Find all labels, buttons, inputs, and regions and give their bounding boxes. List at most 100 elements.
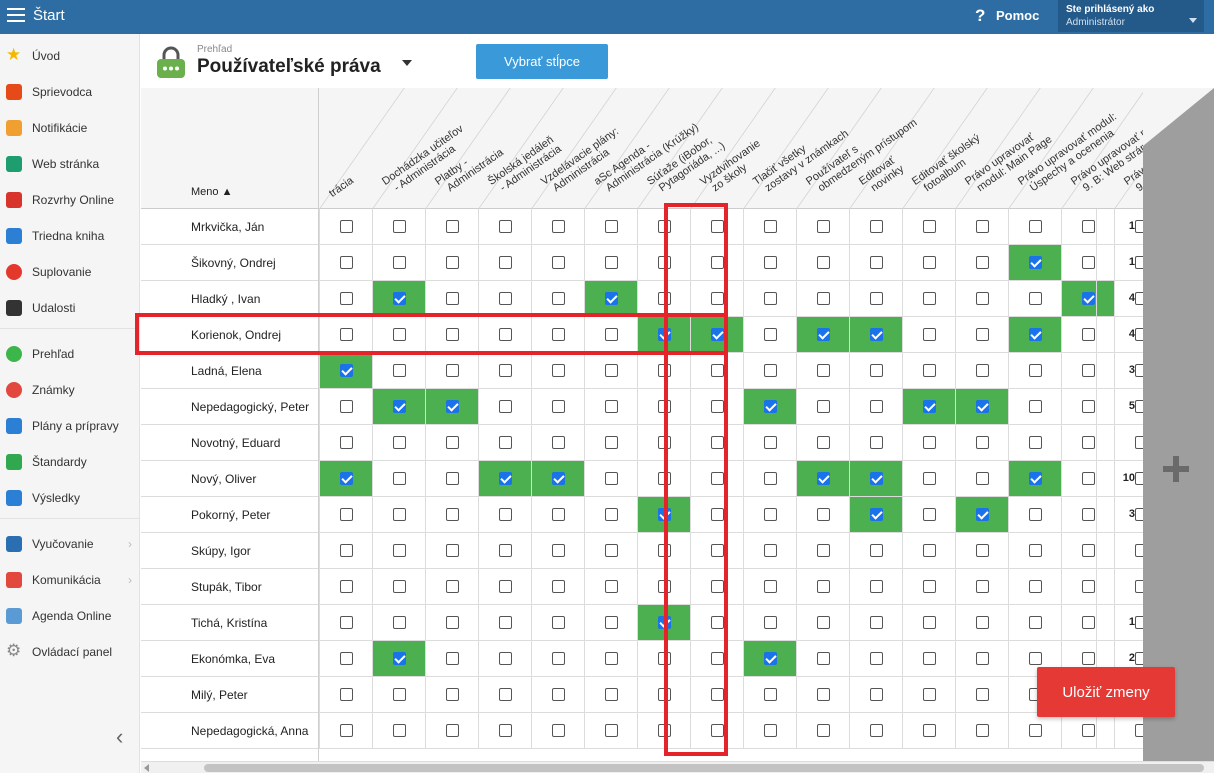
permission-checkbox[interactable] xyxy=(658,364,671,377)
permission-checkbox-checked[interactable] xyxy=(446,400,459,413)
permission-checkbox[interactable] xyxy=(1029,508,1042,521)
permission-checkbox[interactable] xyxy=(711,616,724,629)
permission-checkbox[interactable] xyxy=(870,292,883,305)
permission-checkbox[interactable] xyxy=(499,580,512,593)
permission-checkbox[interactable] xyxy=(817,256,830,269)
permission-checkbox[interactable] xyxy=(605,688,618,701)
permission-checkbox[interactable] xyxy=(393,328,406,341)
permission-checkbox[interactable] xyxy=(552,256,565,269)
permission-checkbox[interactable] xyxy=(1082,472,1095,485)
permission-checkbox[interactable] xyxy=(499,652,512,665)
permission-checkbox-checked[interactable] xyxy=(870,328,883,341)
user-menu[interactable]: Ste prihlásený ako Administrátor xyxy=(1058,0,1204,32)
hamburger-menu-icon[interactable] xyxy=(7,8,25,24)
permission-checkbox[interactable] xyxy=(605,364,618,377)
sidebar-item-0[interactable]: ★ Úvod xyxy=(0,38,140,74)
plus-icon[interactable] xyxy=(1163,456,1189,482)
permission-checkbox[interactable] xyxy=(393,508,406,521)
permission-checkbox-checked[interactable] xyxy=(499,472,512,485)
permission-checkbox[interactable] xyxy=(1135,436,1143,449)
permission-checkbox[interactable] xyxy=(764,364,777,377)
permission-checkbox[interactable] xyxy=(976,616,989,629)
permission-checkbox[interactable] xyxy=(923,436,936,449)
permission-checkbox[interactable] xyxy=(393,616,406,629)
permission-checkbox[interactable] xyxy=(658,652,671,665)
permission-checkbox[interactable] xyxy=(605,544,618,557)
permission-checkbox[interactable] xyxy=(499,220,512,233)
permission-checkbox[interactable] xyxy=(976,652,989,665)
permission-checkbox[interactable] xyxy=(711,400,724,413)
permission-checkbox[interactable] xyxy=(340,220,353,233)
permission-checkbox[interactable] xyxy=(764,472,777,485)
permission-checkbox[interactable] xyxy=(817,724,830,737)
permission-checkbox[interactable] xyxy=(552,400,565,413)
permission-checkbox-checked[interactable] xyxy=(658,508,671,521)
permission-checkbox[interactable] xyxy=(870,436,883,449)
permission-checkbox[interactable] xyxy=(923,256,936,269)
permission-checkbox[interactable] xyxy=(1135,652,1143,665)
permission-checkbox[interactable] xyxy=(1135,580,1143,593)
permission-checkbox[interactable] xyxy=(499,328,512,341)
permission-checkbox[interactable] xyxy=(976,292,989,305)
permission-checkbox[interactable] xyxy=(817,400,830,413)
permission-checkbox[interactable] xyxy=(446,652,459,665)
permission-checkbox[interactable] xyxy=(340,292,353,305)
permission-checkbox[interactable] xyxy=(658,472,671,485)
permission-checkbox[interactable] xyxy=(817,616,830,629)
sidebar-item-12[interactable]: Výsledky xyxy=(0,480,140,516)
permission-checkbox[interactable] xyxy=(1082,652,1095,665)
permission-checkbox[interactable] xyxy=(870,400,883,413)
permission-checkbox[interactable] xyxy=(499,400,512,413)
permission-checkbox[interactable] xyxy=(711,580,724,593)
permission-checkbox[interactable] xyxy=(764,544,777,557)
permission-checkbox[interactable] xyxy=(499,292,512,305)
permission-checkbox[interactable] xyxy=(870,724,883,737)
permission-checkbox[interactable] xyxy=(923,544,936,557)
permission-checkbox[interactable] xyxy=(552,436,565,449)
permission-checkbox[interactable] xyxy=(446,616,459,629)
permission-checkbox[interactable] xyxy=(923,292,936,305)
permission-checkbox[interactable] xyxy=(1029,400,1042,413)
horizontal-scrollbar[interactable] xyxy=(141,761,1214,773)
permission-checkbox[interactable] xyxy=(870,688,883,701)
sidebar-item-10[interactable]: Plány a prípravy xyxy=(0,408,140,444)
permission-checkbox[interactable] xyxy=(552,688,565,701)
permission-checkbox-checked[interactable] xyxy=(817,328,830,341)
permission-checkbox[interactable] xyxy=(658,292,671,305)
permission-checkbox[interactable] xyxy=(393,688,406,701)
permission-checkbox[interactable] xyxy=(976,256,989,269)
permission-checkbox[interactable] xyxy=(393,436,406,449)
permission-checkbox[interactable] xyxy=(1082,436,1095,449)
sidebar-item-9[interactable]: Známky xyxy=(0,372,140,408)
permission-checkbox[interactable] xyxy=(817,652,830,665)
permission-checkbox[interactable] xyxy=(1135,400,1143,413)
permission-checkbox[interactable] xyxy=(711,508,724,521)
permission-checkbox[interactable] xyxy=(552,616,565,629)
sidebar-item-16[interactable]: ⚙ Ovládací panel xyxy=(0,634,140,670)
permission-checkbox[interactable] xyxy=(605,220,618,233)
permission-checkbox[interactable] xyxy=(817,292,830,305)
permission-checkbox[interactable] xyxy=(976,328,989,341)
permission-checkbox[interactable] xyxy=(446,688,459,701)
permission-checkbox[interactable] xyxy=(1135,724,1143,737)
permission-checkbox-checked[interactable] xyxy=(340,364,353,377)
permission-checkbox-checked[interactable] xyxy=(764,652,777,665)
permission-checkbox[interactable] xyxy=(1029,436,1042,449)
permission-checkbox[interactable] xyxy=(764,256,777,269)
permission-checkbox[interactable] xyxy=(605,652,618,665)
permission-checkbox[interactable] xyxy=(446,472,459,485)
permission-checkbox[interactable] xyxy=(340,724,353,737)
permission-checkbox[interactable] xyxy=(1082,220,1095,233)
permission-checkbox[interactable] xyxy=(1082,328,1095,341)
permission-checkbox-checked[interactable] xyxy=(817,472,830,485)
permission-checkbox[interactable] xyxy=(817,544,830,557)
permission-checkbox[interactable] xyxy=(658,220,671,233)
permission-checkbox[interactable] xyxy=(1029,364,1042,377)
sidebar-item-2[interactable]: Notifikácie xyxy=(0,110,140,146)
sidebar-item-4[interactable]: Rozvrhy Online xyxy=(0,182,140,218)
permission-checkbox[interactable] xyxy=(870,544,883,557)
permission-checkbox[interactable] xyxy=(446,364,459,377)
permission-checkbox[interactable] xyxy=(393,472,406,485)
permission-checkbox-checked[interactable] xyxy=(976,508,989,521)
permission-checkbox[interactable] xyxy=(1135,220,1143,233)
